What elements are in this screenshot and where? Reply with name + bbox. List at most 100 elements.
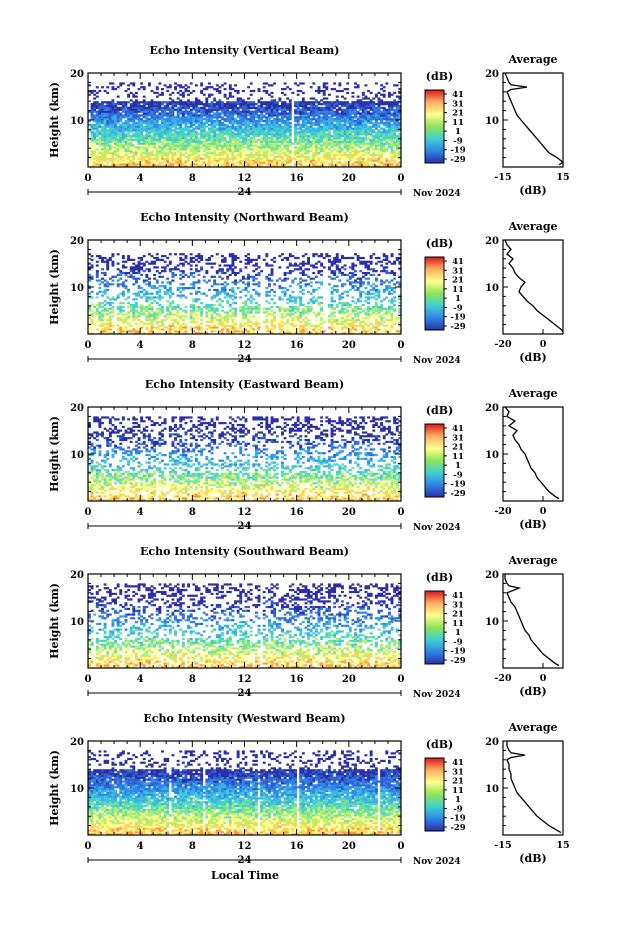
profile-x-label: (dB): [519, 685, 546, 698]
colorbar-tick-label: 11: [452, 118, 464, 128]
y-axis-label: Height (km): [48, 750, 61, 826]
x-tick-label: 4: [137, 674, 144, 685]
colorbar-tick-label: 21: [452, 777, 464, 787]
colorbar-tick-label: -19: [450, 146, 465, 156]
y-tick-label: 10: [70, 116, 84, 127]
colorbar-tick-label: 41: [452, 424, 464, 434]
y-tick-label: 20: [70, 570, 84, 581]
profile-y-tick-label: 10: [485, 617, 499, 628]
profile-title: Average: [507, 554, 557, 567]
heatmap-cells: [88, 82, 402, 168]
colorbar-tick-label: 31: [452, 600, 464, 610]
colorbar-tick-label: 31: [452, 767, 464, 777]
profile-x-label: (dB): [519, 184, 546, 197]
colorbar-tick-label: -19: [450, 313, 465, 323]
profile-y-tick-label: 20: [485, 737, 499, 748]
profile-title: Average: [507, 53, 557, 66]
panel-4: Echo Intensity (Southward Beam)1020Heigh…: [48, 545, 564, 700]
y-tick-label: 10: [70, 450, 84, 461]
date-label: Nov 2024: [413, 690, 461, 700]
colorbar-tick-label: -29: [450, 155, 465, 165]
profile-x-tick-label: -20: [494, 506, 512, 517]
colorbar-tick-label: 41: [452, 90, 464, 100]
x-tick-label: 20: [342, 841, 356, 852]
colorbar: [424, 423, 445, 498]
x-tick-label: 0: [85, 507, 92, 518]
date-label: Nov 2024: [413, 356, 461, 366]
x-tick-label: 0: [398, 674, 405, 685]
x-tick-label: 0: [398, 340, 405, 351]
profile-y-tick-label: 10: [485, 116, 499, 127]
profile-y-tick-label: 20: [485, 69, 499, 80]
profile-title: Average: [507, 387, 557, 400]
day-label: 24: [238, 354, 252, 365]
colorbar-unit: (dB): [426, 571, 453, 584]
x-tick-label: 4: [137, 841, 144, 852]
colorbar-tick-label: 21: [452, 443, 464, 453]
x-tick-label: 20: [342, 173, 356, 184]
colorbar-tick-label: -19: [450, 480, 465, 490]
x-tick-label: 8: [189, 173, 196, 184]
panel-2: Echo Intensity (Northward Beam)1020Heigh…: [48, 211, 564, 366]
y-axis-label: Height (km): [48, 249, 61, 325]
heatmap-cells: [88, 583, 402, 669]
profile-x-tick-label: 15: [556, 172, 569, 183]
x-tick-label: 8: [189, 841, 196, 852]
colorbar-tick-label: 1: [455, 795, 461, 805]
x-tick-label: 0: [85, 340, 92, 351]
colorbar-unit: (dB): [426, 237, 453, 250]
profile-x-tick-label: -15: [494, 840, 511, 851]
x-tick-label: 16: [290, 507, 304, 518]
y-axis-label: Height (km): [48, 82, 61, 158]
y-tick-label: 20: [70, 236, 84, 247]
colorbar-tick-label: 1: [455, 294, 461, 304]
profile-x-tick-label: 0: [540, 506, 547, 517]
colorbar-unit: (dB): [426, 738, 453, 751]
profile-frame: [502, 740, 564, 836]
x-tick-label: 16: [290, 674, 304, 685]
x-tick-label: 16: [290, 173, 304, 184]
colorbar-tick-label: 41: [452, 758, 464, 768]
date-label: Nov 2024: [413, 857, 461, 867]
date-label: Nov 2024: [413, 523, 461, 533]
colorbar-tick-label: 1: [455, 461, 461, 471]
y-tick-label: 10: [70, 283, 84, 294]
colorbar: [424, 89, 445, 164]
x-axis-label: Local Time: [211, 869, 279, 882]
x-tick-label: 12: [238, 340, 252, 351]
profile-x-tick-label: 0: [540, 339, 547, 350]
panel-title: Echo Intensity (Northward Beam): [140, 211, 349, 224]
colorbar-tick-label: -9: [453, 470, 463, 480]
colorbar-tick-label: -19: [450, 647, 465, 657]
x-tick-label: 4: [137, 507, 144, 518]
day-label: 24: [238, 187, 252, 198]
profile-frame: [502, 406, 564, 502]
profile-y-tick-label: 20: [485, 403, 499, 414]
y-tick-label: 10: [70, 784, 84, 795]
panel-1: Echo Intensity (Vertical Beam)1020Height…: [48, 44, 570, 199]
colorbar-tick-label: 31: [452, 266, 464, 276]
profile-title: Average: [507, 721, 557, 734]
x-tick-label: 16: [290, 841, 304, 852]
heatmap-cells: [88, 253, 402, 335]
day-label: 24: [238, 855, 252, 866]
colorbar: [424, 256, 445, 331]
colorbar-tick-label: -29: [450, 823, 465, 833]
x-tick-label: 12: [238, 674, 252, 685]
y-axis-label: Height (km): [48, 583, 61, 659]
profile-x-tick-label: -15: [494, 172, 511, 183]
profile-y-tick-label: 10: [485, 784, 499, 795]
y-tick-label: 20: [70, 403, 84, 414]
profile-line: [504, 406, 560, 500]
colorbar-unit: (dB): [426, 70, 453, 83]
profile-y-tick-label: 20: [485, 236, 499, 247]
colorbar: [424, 590, 445, 665]
y-tick-label: 20: [70, 737, 84, 748]
x-tick-label: 0: [85, 674, 92, 685]
heatmap-cells: [88, 416, 402, 502]
profile-x-label: (dB): [519, 518, 546, 531]
x-tick-label: 8: [189, 340, 196, 351]
colorbar-tick-label: -9: [453, 136, 463, 146]
x-tick-label: 8: [189, 507, 196, 518]
colorbar-tick-label: 21: [452, 109, 464, 119]
